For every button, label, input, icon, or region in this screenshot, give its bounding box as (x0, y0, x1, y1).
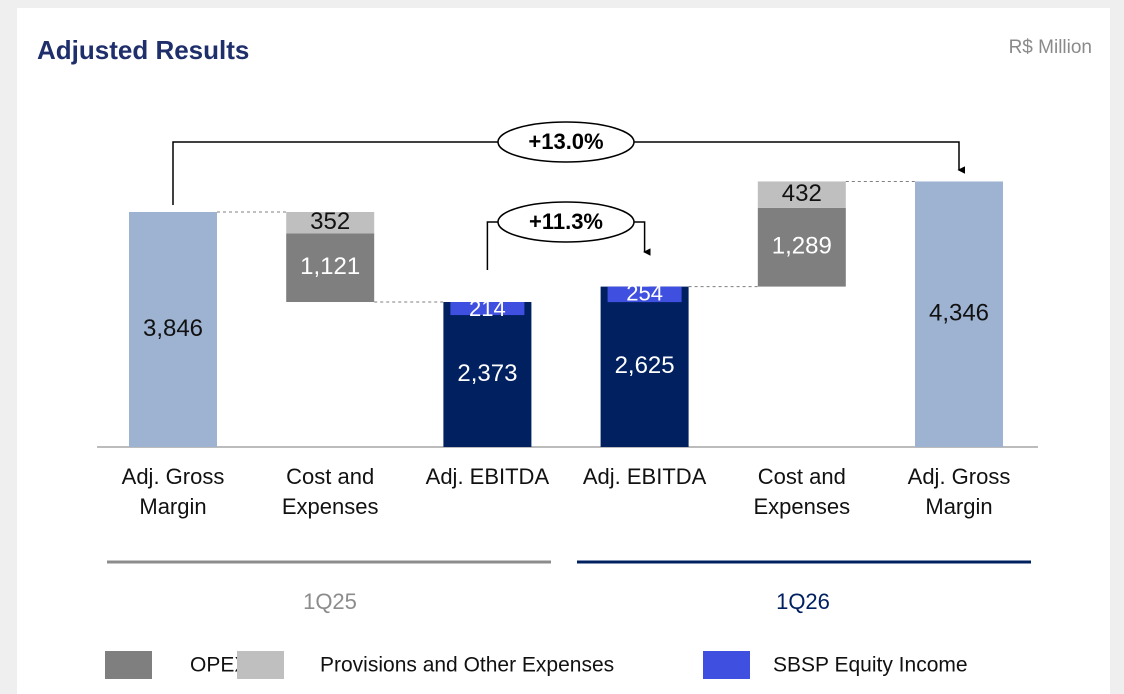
unit-label: R$ Million (1009, 37, 1092, 58)
provisions-segment (757, 181, 846, 208)
value-label: 254 (626, 280, 663, 305)
value-label: 352 (310, 208, 350, 235)
provisions-segment (286, 212, 375, 234)
period-label: 1Q25 (303, 589, 357, 614)
total-bar (129, 212, 217, 447)
x-tick-label: Adj. Gross Margin (121, 464, 225, 519)
value-label: 2,373 (457, 360, 517, 387)
legend-swatch (703, 651, 750, 679)
x-tick-label: Cost and Expenses (753, 464, 851, 519)
annotation: +11.3% (529, 209, 603, 234)
opex-segment (757, 207, 846, 287)
ebitda-bar (600, 286, 689, 447)
period-label: 1Q26 (776, 589, 830, 614)
x-tick-label: Cost and Expenses (281, 464, 379, 519)
opex-segment (286, 233, 375, 303)
value-label: 2,625 (615, 352, 675, 379)
value-label: 432 (782, 180, 822, 207)
annotation-bubble (497, 201, 635, 243)
legend-label: OPEX (190, 654, 248, 677)
sbsp-segment (450, 302, 525, 316)
total-bar (915, 181, 1003, 447)
legend-label: SBSP Equity Income (773, 654, 968, 677)
x-tick-label: Adj. Gross Margin (907, 464, 1011, 519)
annotation: +13.0% (528, 129, 603, 154)
annotation-bubble (497, 121, 635, 163)
value-label: 3,846 (143, 315, 203, 342)
value-label: 1,121 (300, 253, 360, 280)
chart-title: Adjusted Results (37, 35, 249, 65)
value-label: 214 (469, 296, 506, 321)
value-label: 4,346 (929, 300, 989, 327)
legend-swatch (105, 651, 152, 679)
x-tick-label: Adj. EBITDA (425, 464, 550, 489)
legend-label: Provisions and Other Expenses (320, 654, 614, 677)
x-tick-label: Adj. EBITDA (582, 464, 707, 489)
value-label: 1,289 (772, 233, 832, 260)
sbsp-segment (607, 286, 682, 303)
legend-swatch (237, 651, 284, 679)
ebitda-bar (443, 302, 532, 447)
